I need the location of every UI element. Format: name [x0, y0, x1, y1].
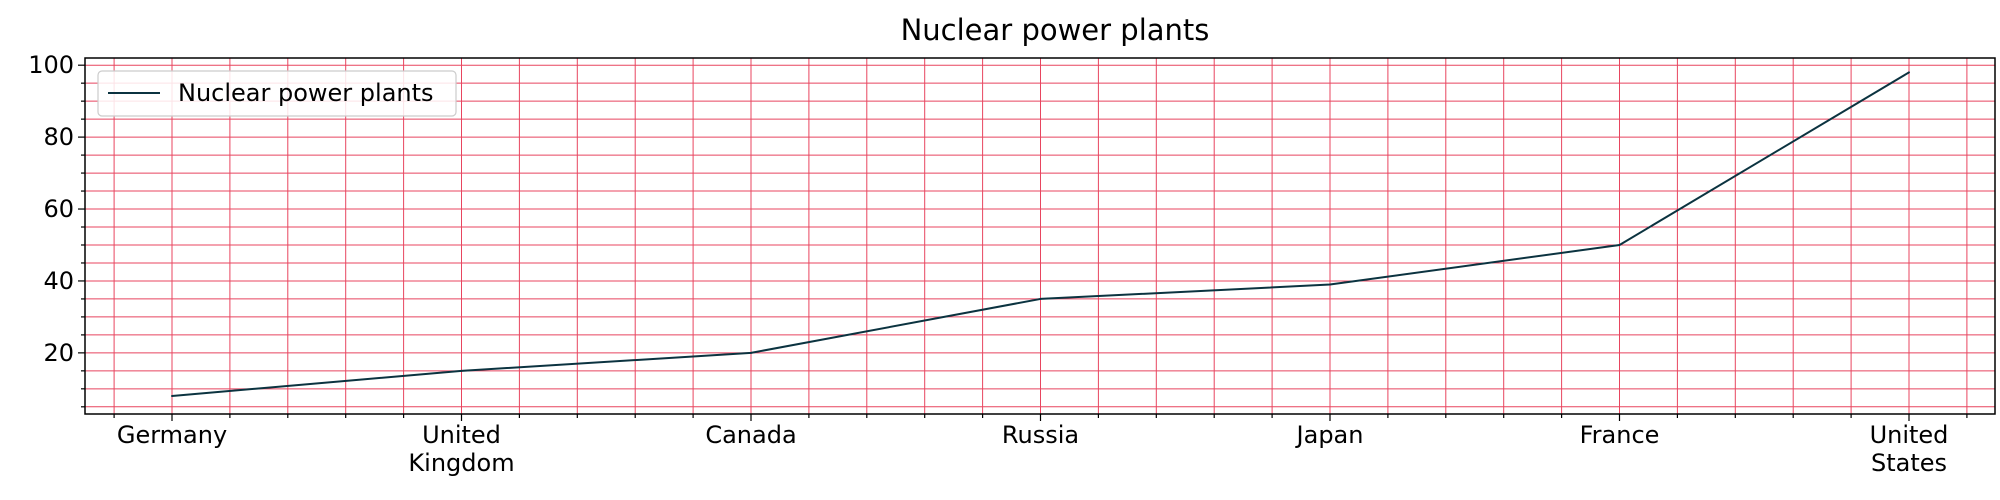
- legend-label: Nuclear power plants: [178, 79, 434, 107]
- x-tick-label: United Kingdom: [408, 421, 514, 477]
- data-point: [460, 369, 463, 372]
- x-tick-label: Japan: [1295, 421, 1364, 449]
- data-point: [1329, 283, 1331, 286]
- data-point: [1618, 243, 1621, 246]
- series-layer: [171, 71, 1910, 398]
- grid: [85, 58, 1995, 414]
- x-tick-label: Russia: [1002, 421, 1079, 449]
- legend-box: [97, 70, 457, 117]
- data-point: [1908, 71, 1910, 74]
- x-tick-label: Germany: [117, 421, 227, 449]
- y-tick-label: 100: [28, 51, 74, 79]
- x-tick-label: United States: [1870, 421, 1949, 477]
- y-tick-label: 40: [43, 267, 74, 295]
- data-point: [171, 395, 173, 398]
- y-tick-label: 80: [43, 123, 74, 151]
- plot-frame: [84, 57, 1996, 415]
- chart-title: Nuclear power plants: [901, 13, 1210, 47]
- axis-ticks: 20 40 60 80 100 Germany United Kingdom Canada Rus…: [28, 51, 1968, 477]
- x-tick-label: Canada: [705, 421, 796, 449]
- x-tick-label: France: [1580, 421, 1660, 449]
- y-tick-label: 20: [43, 339, 74, 367]
- y-tick-label: 60: [43, 195, 74, 223]
- legend: Nuclear power plants: [97, 70, 457, 117]
- data-point: [750, 351, 752, 354]
- data-point: [1039, 297, 1042, 300]
